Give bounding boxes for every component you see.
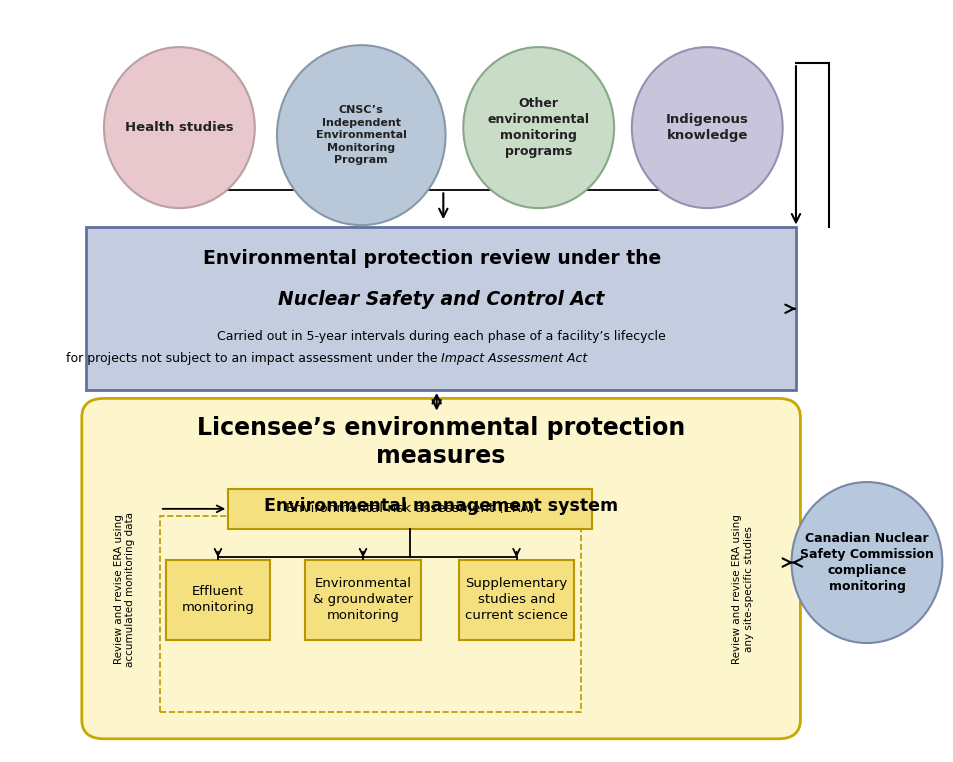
FancyBboxPatch shape xyxy=(458,560,574,640)
Text: Supplementary
studies and
current science: Supplementary studies and current scienc… xyxy=(464,578,567,623)
FancyBboxPatch shape xyxy=(82,399,800,739)
Text: Carried out in 5-year intervals during each phase of a facility’s lifecycle: Carried out in 5-year intervals during e… xyxy=(216,329,665,343)
Text: Indigenous
knowledge: Indigenous knowledge xyxy=(665,113,748,142)
Text: Environmental
& groundwater
monitoring: Environmental & groundwater monitoring xyxy=(313,578,413,623)
Text: Other
environmental
monitoring
programs: Other environmental monitoring programs xyxy=(487,97,589,158)
Text: Canadian Nuclear
Safety Commission
compliance
monitoring: Canadian Nuclear Safety Commission compl… xyxy=(800,532,933,593)
Text: Environmental protection review under the: Environmental protection review under th… xyxy=(203,248,660,267)
Text: CNSC’s
Independent
Environmental
Monitoring
Program: CNSC’s Independent Environmental Monitor… xyxy=(315,105,406,165)
Ellipse shape xyxy=(463,47,614,208)
Text: Licensee’s environmental protection
measures: Licensee’s environmental protection meas… xyxy=(196,416,684,468)
Text: Environmental risk assessment (ERA): Environmental risk assessment (ERA) xyxy=(286,502,534,515)
Text: Nuclear Safety and Control Act: Nuclear Safety and Control Act xyxy=(277,290,603,309)
FancyBboxPatch shape xyxy=(86,227,795,390)
FancyBboxPatch shape xyxy=(166,560,270,640)
Ellipse shape xyxy=(276,45,445,225)
Ellipse shape xyxy=(631,47,781,208)
Text: Health studies: Health studies xyxy=(125,121,233,134)
Text: Environmental management system: Environmental management system xyxy=(264,497,618,515)
Ellipse shape xyxy=(791,482,942,643)
FancyBboxPatch shape xyxy=(305,560,420,640)
Text: Review and revise ERA using
accumulated monitoring data: Review and revise ERA using accumulated … xyxy=(113,511,135,667)
Text: Impact Assessment Act: Impact Assessment Act xyxy=(440,352,587,365)
FancyBboxPatch shape xyxy=(228,489,591,529)
Text: for projects not subject to an impact assessment under the: for projects not subject to an impact as… xyxy=(66,352,440,365)
Text: Environmental protection review under the –: Environmental protection review under th… xyxy=(204,250,678,269)
Text: Effluent
monitoring: Effluent monitoring xyxy=(181,585,254,614)
Text: Review and revise ERA using
any site-specific studies: Review and revise ERA using any site-spe… xyxy=(731,514,753,664)
Ellipse shape xyxy=(104,47,254,208)
